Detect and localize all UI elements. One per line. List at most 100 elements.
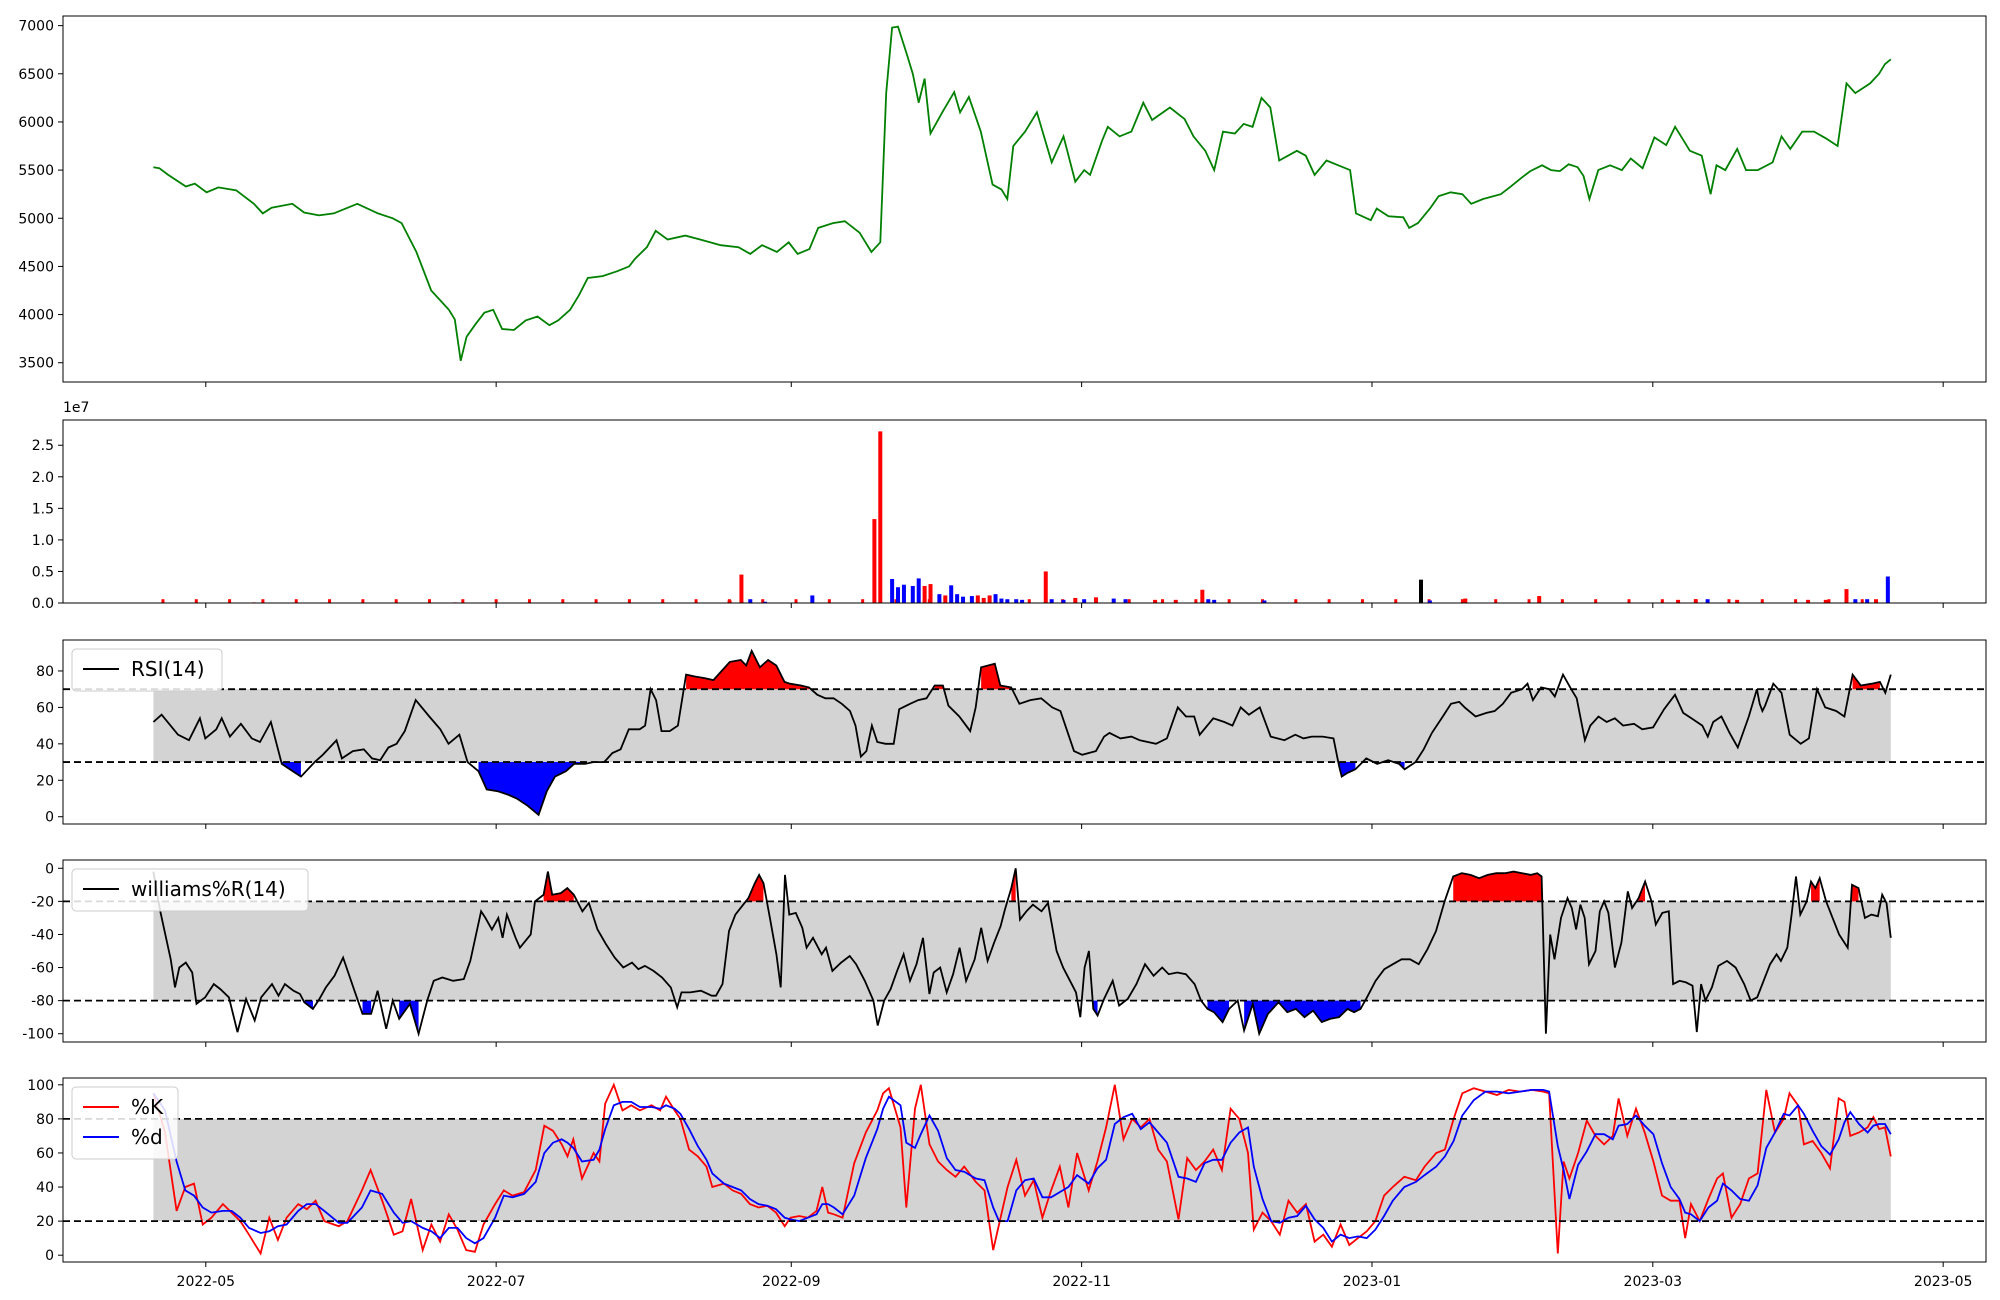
volume-bar (937, 594, 942, 603)
volume-bar (1093, 597, 1098, 603)
volume-bar (594, 599, 598, 603)
volume-bar (494, 599, 498, 603)
volume-bar (872, 519, 877, 603)
x-tick-label: 2022-05 (177, 1274, 236, 1290)
panel-volume: 2.5 2.0 1.5 1.0 0.5 0.0 1e7 (32, 400, 1987, 612)
y-tick-label: 3500 (18, 356, 54, 372)
volume-bar (1853, 599, 1858, 603)
legend-frame (71, 1086, 179, 1160)
volume-bar (949, 585, 954, 603)
y-tick-label: 80 (36, 664, 54, 680)
x-tick-label: 2023-03 (1624, 1274, 1683, 1290)
volume-bar (1494, 599, 1498, 603)
overbought-fill (1852, 884, 1859, 902)
volume-bar (1594, 599, 1598, 603)
volume-bar (955, 594, 960, 603)
overbought-fill (934, 685, 943, 690)
volume-bar (1294, 599, 1298, 603)
volume-bar (161, 599, 165, 603)
overbought-fill (686, 650, 810, 690)
legend-frame (71, 648, 223, 692)
volume-bar (328, 599, 332, 603)
volume-bar (810, 595, 815, 603)
volume-bar (1043, 571, 1048, 603)
volume-bar (428, 599, 432, 603)
legend-label: %d (131, 1125, 163, 1149)
volume-bar (961, 596, 966, 603)
overbought-fill (1852, 674, 1880, 690)
plot-frame (62, 1077, 1987, 1263)
x-tick-label: 2022-09 (762, 1274, 821, 1290)
y-tick-label: -40 (31, 927, 54, 943)
volume-bar (890, 579, 895, 603)
plot-frame (62, 859, 1987, 1043)
volume-bar (1527, 599, 1531, 603)
williams-line-0 (152, 868, 1892, 1038)
panel-rsi: 80 60 40 20 0 RSI(14) (36, 639, 1987, 829)
y-tick-label: -20 (31, 894, 54, 910)
legend-frame (71, 868, 309, 912)
volume-bar (561, 599, 565, 603)
oversold-fill (1338, 762, 1356, 777)
volume-bar (1153, 599, 1158, 603)
volume-bar (969, 596, 974, 603)
volume-bar (1794, 599, 1798, 603)
y-tick-label: 6500 (18, 67, 54, 83)
volume-bar (1005, 599, 1010, 603)
legend: williams%R(14) (71, 868, 309, 912)
plot-frame (62, 419, 1987, 604)
volume-bar (1823, 599, 1828, 603)
volume-bar (1073, 597, 1078, 603)
volume-bar (1173, 599, 1178, 603)
volume-bar (1760, 599, 1764, 603)
volume-bar (1200, 589, 1205, 603)
volume-bar (896, 587, 901, 603)
y-tick-label: 5500 (18, 163, 54, 179)
oversold-fill (399, 1000, 419, 1034)
panel-price: 7000 6500 6000 5500 5000 4500 4000 3500 (18, 15, 1987, 387)
volume-bar (1727, 599, 1731, 603)
oversold-fill (1093, 1000, 1098, 1016)
oversold-fill (362, 1000, 372, 1014)
legend: RSI(14) (71, 648, 223, 692)
volume-bar (861, 599, 865, 603)
volume-bar (1874, 599, 1879, 603)
volume-bar (928, 584, 933, 603)
volume-bar (194, 599, 198, 603)
volume-bar (228, 599, 232, 603)
legend-label: williams%R(14) (131, 877, 286, 901)
volume-bar (1127, 599, 1131, 603)
overbought-fill (748, 874, 764, 902)
rsi-line-0 (152, 648, 1892, 817)
volume-bar (1020, 599, 1025, 603)
volume-bar (1660, 599, 1664, 603)
volume-bar (1111, 598, 1116, 603)
volume-bar (661, 599, 665, 603)
volume-bar (975, 595, 980, 603)
overbought-fill (981, 663, 1012, 690)
volume-bar (922, 585, 927, 603)
stochastic-line-1 (152, 1089, 1892, 1245)
volume-bar (1460, 599, 1464, 603)
volume-bar (1885, 576, 1890, 603)
volume-bar (1560, 599, 1564, 603)
volume-bar (981, 597, 986, 603)
x-tick-label: 2022-07 (467, 1274, 526, 1290)
volume-bar (1161, 599, 1165, 603)
y-tick-label: -80 (31, 994, 54, 1010)
panel-stochastic: 100 80 60 40 20 0 %K %d 2022-05 2022-07 2022-09 202… (27, 1077, 1987, 1290)
y-tick-label: 100 (27, 1078, 54, 1094)
stochastic-line-0 (152, 1082, 1892, 1256)
y-tick-label: -60 (31, 961, 54, 977)
overbought-fill (543, 871, 574, 902)
volume-bar (1327, 599, 1331, 603)
y-tick-label: -100 (22, 1027, 54, 1043)
y-tick-label: 0 (45, 861, 54, 877)
volume-bar (1844, 589, 1849, 603)
y-tick-label: 2.0 (32, 470, 54, 486)
oversold-fill (1207, 1000, 1230, 1023)
axis-offset-label: 1e7 (63, 400, 89, 416)
y-tick-label: 60 (36, 1146, 54, 1162)
volume-bar (901, 584, 906, 603)
